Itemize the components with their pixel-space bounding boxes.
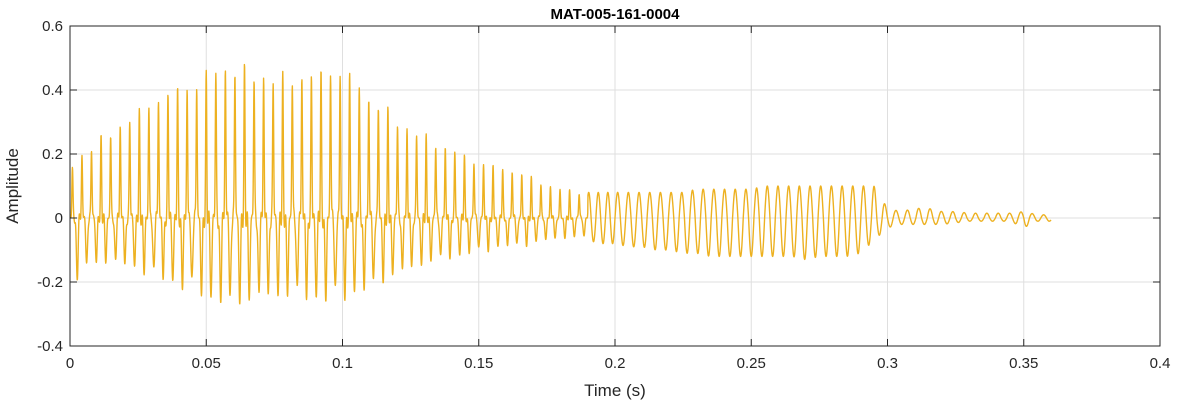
- x-tick-label: 0.05: [192, 355, 221, 372]
- chart-title: MAT-005-161-0004: [551, 6, 681, 23]
- x-tick-label: 0.1: [332, 355, 353, 372]
- y-tick-label: 0.6: [42, 18, 63, 35]
- x-tick-label: 0: [66, 355, 74, 372]
- y-axis-title: Amplitude: [3, 148, 22, 224]
- x-tick-label: 0.25: [737, 355, 766, 372]
- y-tick-label: 0.4: [42, 82, 63, 99]
- x-tick-label: 0.4: [1150, 355, 1171, 372]
- y-tick-label: -0.4: [37, 338, 63, 355]
- series-line: [69, 63, 1052, 305]
- y-tick-label: 0.2: [42, 146, 63, 163]
- x-tick-label: 0.35: [1009, 355, 1038, 372]
- x-tick-label: 0.3: [877, 355, 898, 372]
- ticks: 0 0.05 0.1 0.15 0.2 0.25 0.3 0.35 0.4 -0.4 -0.2 0 0.…: [37, 18, 1170, 372]
- y-tick-label: 0: [55, 210, 63, 227]
- y-tick-label: -0.2: [37, 274, 63, 291]
- x-tick-label: 0.15: [464, 355, 493, 372]
- x-tick-label: 0.2: [605, 355, 626, 372]
- x-axis-title: Time (s): [584, 381, 646, 400]
